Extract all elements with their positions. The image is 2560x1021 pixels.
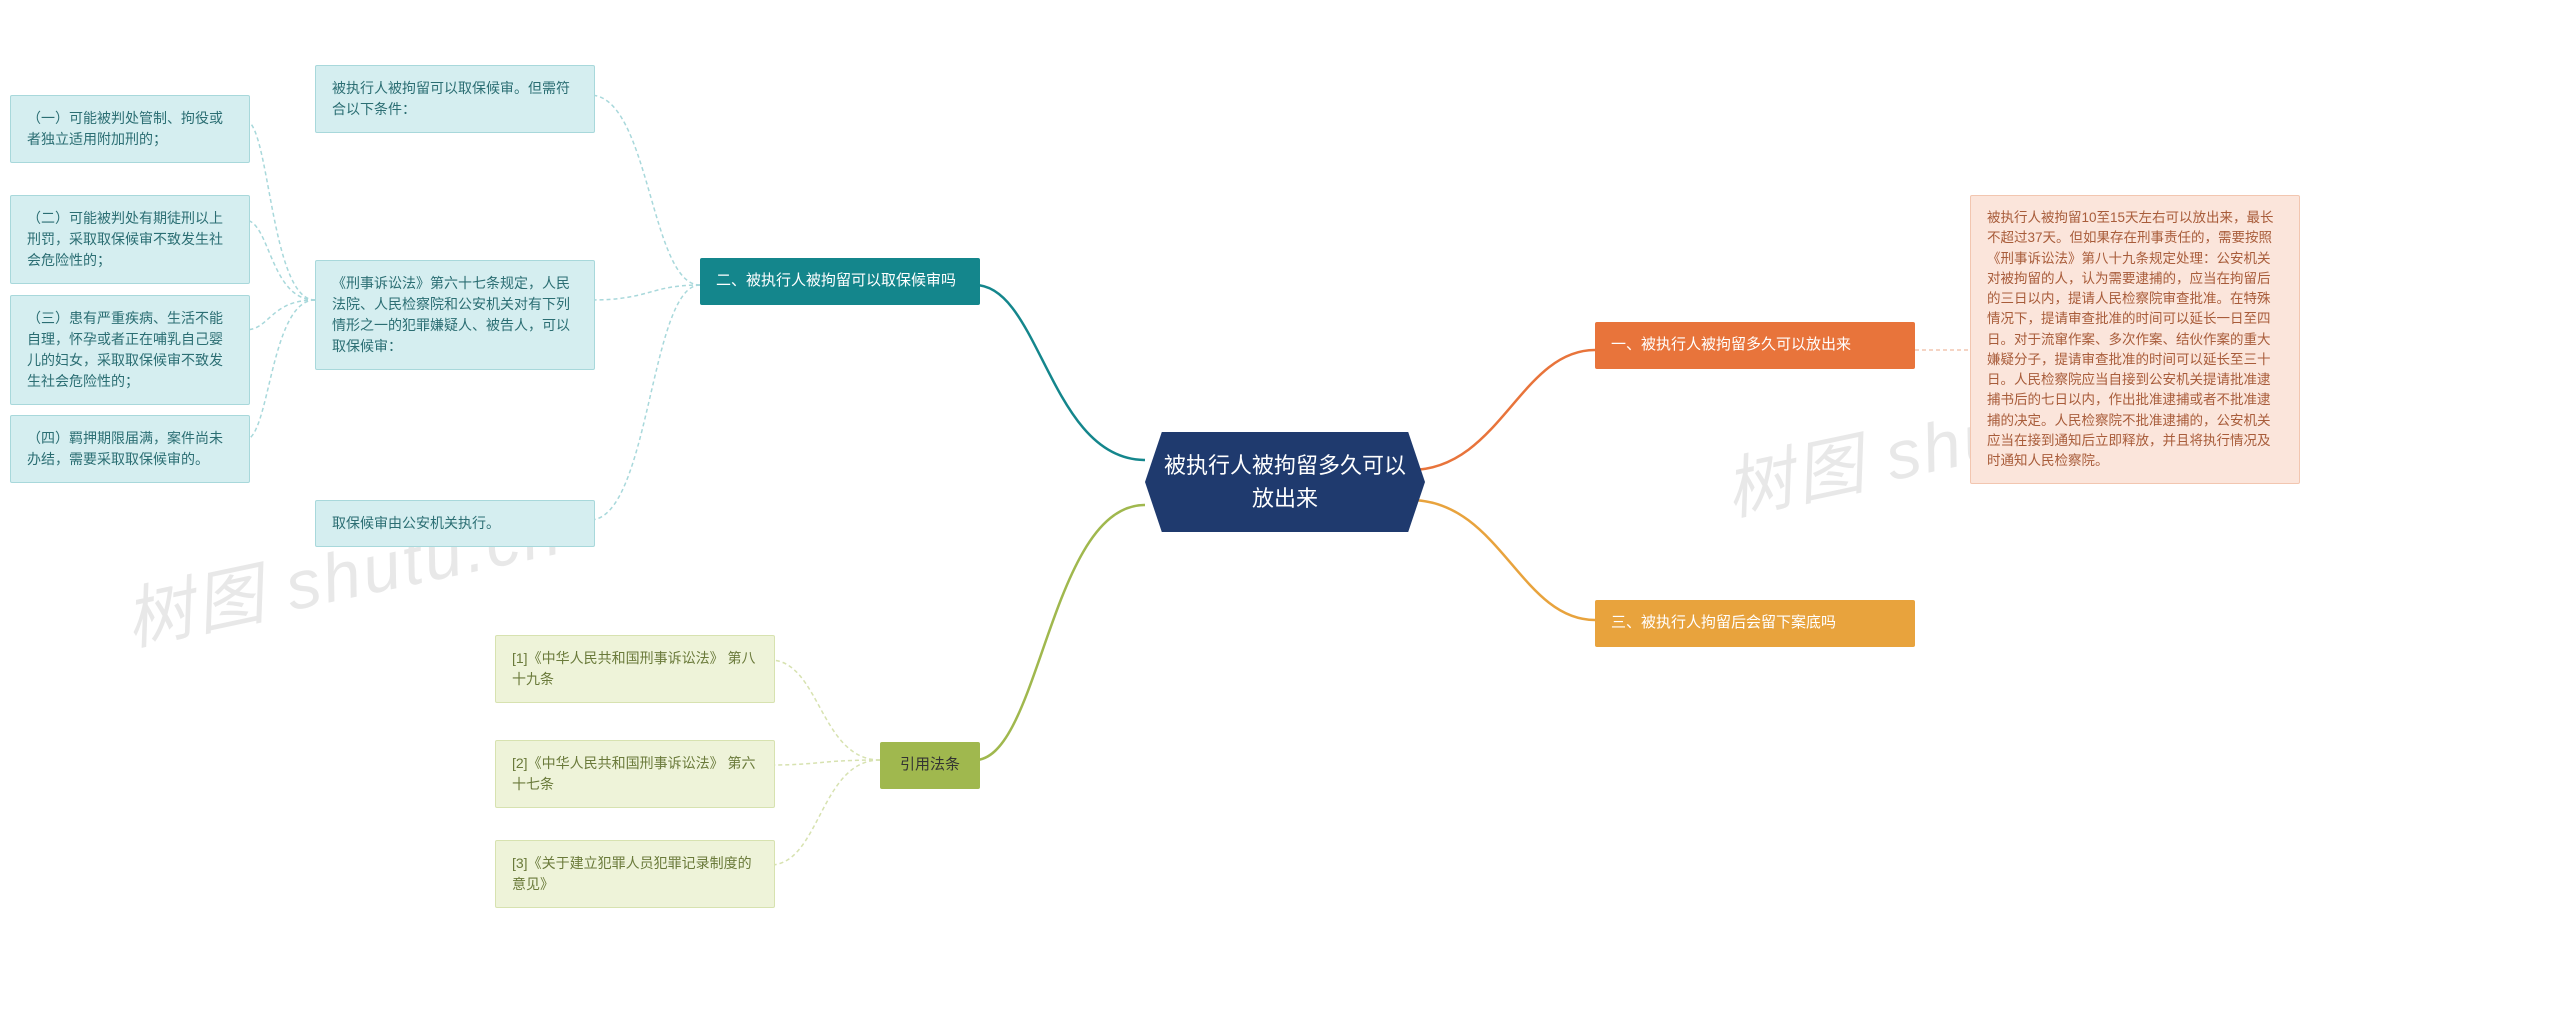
bail-condition-4: （四）羁押期限届满，案件尚未办结，需要采取取保候审的。 (10, 415, 250, 483)
section-2-child-2: 《刑事诉讼法》第六十七条规定，人民法院、人民检察院和公安机关对有下列情形之一的犯… (315, 260, 595, 370)
reference-1: [1]《中华人民共和国刑事诉讼法》 第八十九条 (495, 635, 775, 703)
branch-section-2: 二、被执行人被拘留可以取保候审吗 (700, 258, 980, 305)
branch-section-1: 一、被执行人被拘留多久可以放出来 (1595, 322, 1915, 369)
reference-3: [3]《关于建立犯罪人员犯罪记录制度的意见》 (495, 840, 775, 908)
bail-condition-3: （三）患有严重疾病、生活不能自理，怀孕或者正在哺乳自己婴儿的妇女，采取取保候审不… (10, 295, 250, 405)
bail-condition-2: （二）可能被判处有期徒刑以上刑罚，采取取保候审不致发生社会危险性的； (10, 195, 250, 284)
branch-references: 引用法条 (880, 742, 980, 789)
section-2-child-3: 取保候审由公安机关执行。 (315, 500, 595, 547)
section-1-detail: 被执行人被拘留10至15天左右可以放出来，最长不超过37天。但如果存在刑事责任的… (1970, 195, 2300, 484)
bail-condition-1: （一）可能被判处管制、拘役或者独立适用附加刑的； (10, 95, 250, 163)
mindmap-root: 被执行人被拘留多久可以放出来 (1145, 432, 1425, 532)
reference-2: [2]《中华人民共和国刑事诉讼法》 第六十七条 (495, 740, 775, 808)
branch-section-3: 三、被执行人拘留后会留下案底吗 (1595, 600, 1915, 647)
section-2-child-1: 被执行人被拘留可以取保候审。但需符合以下条件： (315, 65, 595, 133)
